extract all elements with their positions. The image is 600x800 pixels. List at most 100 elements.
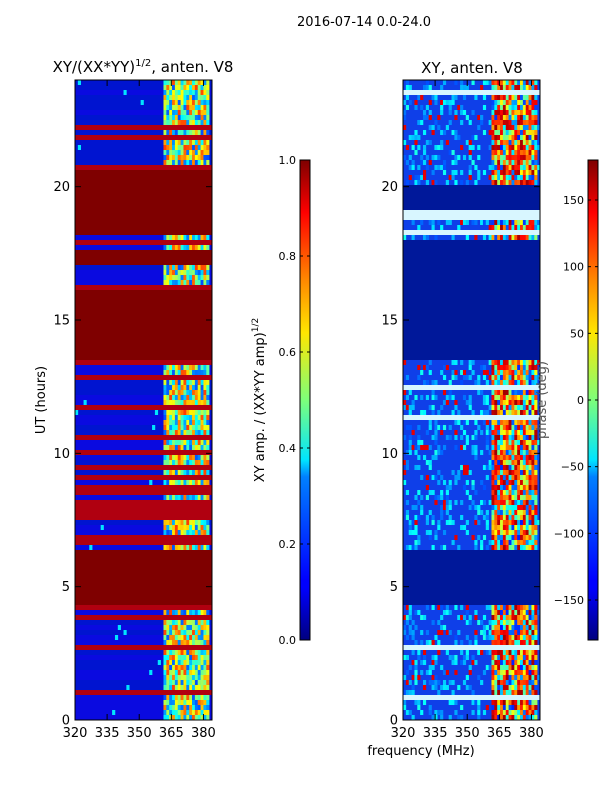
heatmap-2-row [403,345,540,351]
heatmap-2-cell [511,490,515,496]
heatmap-1-row [75,235,212,241]
heatmap-1-cell [172,460,176,466]
heatmap-2-cell [480,500,484,506]
heatmap-2-cell [525,530,529,536]
heatmap-1-cell [183,410,187,416]
heatmap-2-cell [528,520,532,526]
heatmap-1-cell [169,370,173,376]
heatmap-2-row [403,580,540,586]
heatmap-2-cell [408,390,412,396]
heatmap-1-cell [166,400,170,406]
heatmap-2-cell [525,155,529,161]
heatmap-2-cell [465,530,469,536]
heatmap-2-cell [494,235,498,241]
heatmap-1-cell [186,390,190,396]
heatmap-1-cell [186,640,190,646]
heatmap-2-cell [528,180,532,186]
heatmap-1-cell [172,140,176,146]
heatmap-2-row [403,230,540,236]
heatmap-2-cell [508,225,512,231]
heatmap-2-cell [494,650,498,656]
heatmap-1-cell [180,470,184,476]
heatmap-2-cell [468,375,472,381]
heatmap-1-cell [180,695,184,701]
heatmap-2-cell [448,485,452,491]
heatmap-2-row [403,515,540,521]
heatmap-2-cell [517,670,521,676]
heatmap-2-cell [491,605,495,611]
heatmap-2-cell [422,115,427,121]
heatmap-2-cell [522,660,527,666]
heatmap-2-cell [414,545,418,551]
heatmap-2-cell [500,110,504,116]
heatmap-2-cell [511,380,515,386]
heatmap-2-cell [505,460,509,466]
heatmap-2-cell [522,475,527,481]
heatmap-2-cell [425,460,429,466]
heatmap-1-cell [186,620,190,626]
heatmap-2-cell [494,370,498,376]
heatmap-1-cell [180,525,184,531]
heatmap-2-cell [520,710,524,716]
heatmap-2-cell [494,525,498,531]
heatmap-2-cell [420,120,424,126]
heatmap-2-cell [440,370,444,376]
heatmap-2-cell [520,515,524,521]
heatmap-2-cell [497,220,501,226]
heatmap-1-cell [189,415,193,421]
heatmap-2-cell [525,395,529,401]
heatmap-2-cell [502,365,507,371]
heatmap-2-cell [440,685,444,691]
heatmap-2-cell [482,80,487,86]
heatmap-2-cell [505,640,509,646]
heatmap-1-cell [149,480,153,486]
heatmap-1-cell [169,685,173,691]
heatmap-2-cell [520,445,524,451]
heatmap-2-cell [534,540,538,546]
heatmap-2-cell [525,615,529,621]
heatmap-2-cell [502,655,507,661]
heatmap-2-cell [465,675,469,681]
heatmap-1-cell [203,140,207,146]
heatmap-2-cell [497,625,501,631]
heatmap-2-cell [491,115,495,121]
heatmap-2-cell [477,145,481,151]
heatmap-1-cell [189,100,193,106]
heatmap-2-cell [448,630,452,636]
heatmap-2-cell [474,180,478,186]
heatmap-2-cell [482,95,487,101]
heatmap-2-cell [428,425,432,431]
heatmap-2-cell [534,620,538,626]
heatmap-2-cell [408,615,412,621]
heatmap-2-cell [485,605,489,611]
heatmap-2-cell [522,435,527,441]
heatmap-1-cell [197,670,201,676]
heatmap-1-cell [174,520,179,526]
heatmap-2-cell [531,370,535,376]
heatmap-1-cell [177,545,181,551]
heatmap-1-cell [174,80,179,86]
heatmap-2-cell [531,375,535,381]
heatmap-2-cell [440,110,444,116]
heatmap-2-cell [514,130,518,136]
heatmap-2-cell [420,505,424,511]
heatmap-2-cell [514,175,518,181]
heatmap-2-cell [454,80,458,86]
heatmap-2-row [403,330,540,336]
heatmap-1-cell [186,245,190,251]
heatmap-1-cell [166,495,170,501]
heatmap-1-cell [163,700,167,706]
heatmap-1-cell [166,635,170,641]
heatmap-2-cell [522,100,527,106]
heatmap-1-cell [183,630,187,636]
heatmap-2-cell [462,660,467,666]
heatmap-2-cell [500,115,504,121]
heatmap-1-cell [172,715,176,721]
heatmap-1-cell [203,155,207,161]
heatmap-1-cell [186,120,190,126]
heatmap-2-cell [417,700,421,706]
heatmap-2-cell [494,170,498,176]
heatmap-2-cell [497,425,501,431]
heatmap-2-cell [474,490,478,496]
heatmap-2-cell [497,705,501,711]
